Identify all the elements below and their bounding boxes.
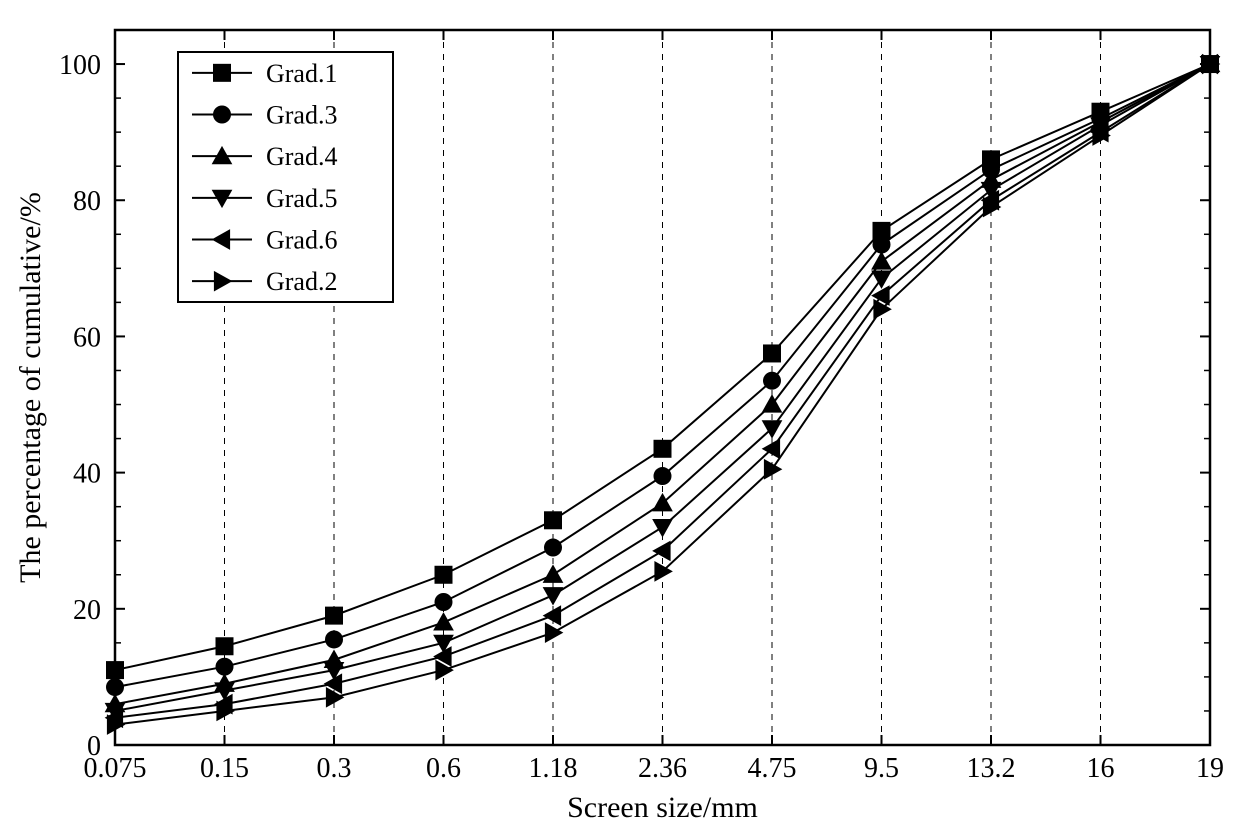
- svg-text:9.5: 9.5: [864, 753, 899, 784]
- svg-text:20: 20: [73, 595, 101, 626]
- svg-text:100: 100: [59, 50, 101, 81]
- svg-text:60: 60: [73, 322, 101, 353]
- legend-item-label: Grad.2: [266, 267, 337, 296]
- svg-text:1.18: 1.18: [529, 753, 578, 784]
- legend-item-label: Grad.5: [266, 184, 337, 213]
- legend-item-label: Grad.6: [266, 226, 337, 255]
- x-axis-label: Screen size/mm: [567, 791, 758, 824]
- legend-item-label: Grad.3: [266, 101, 337, 130]
- svg-text:40: 40: [73, 459, 101, 490]
- svg-text:0.15: 0.15: [200, 753, 249, 784]
- legend-item-label: Grad.1: [266, 59, 337, 88]
- svg-text:16: 16: [1087, 753, 1115, 784]
- svg-text:4.75: 4.75: [748, 753, 797, 784]
- chart-container: 0204060801000.0750.150.30.61.182.364.759…: [0, 0, 1240, 832]
- legend: Grad.1 Grad.3 Grad.4 Grad.5 Grad.6 Grad.2: [178, 52, 393, 302]
- cumulative-gradation-chart: 0204060801000.0750.150.30.61.182.364.759…: [0, 0, 1240, 832]
- svg-text:13.2: 13.2: [967, 753, 1016, 784]
- svg-text:2.36: 2.36: [638, 753, 687, 784]
- svg-text:0.3: 0.3: [317, 753, 352, 784]
- svg-text:19: 19: [1196, 753, 1224, 784]
- svg-text:0.6: 0.6: [426, 753, 461, 784]
- svg-text:0.075: 0.075: [84, 753, 147, 784]
- svg-text:80: 80: [73, 186, 101, 217]
- legend-item-label: Grad.4: [266, 142, 337, 171]
- y-axis-label: The percentage of cumulative/%: [14, 192, 47, 583]
